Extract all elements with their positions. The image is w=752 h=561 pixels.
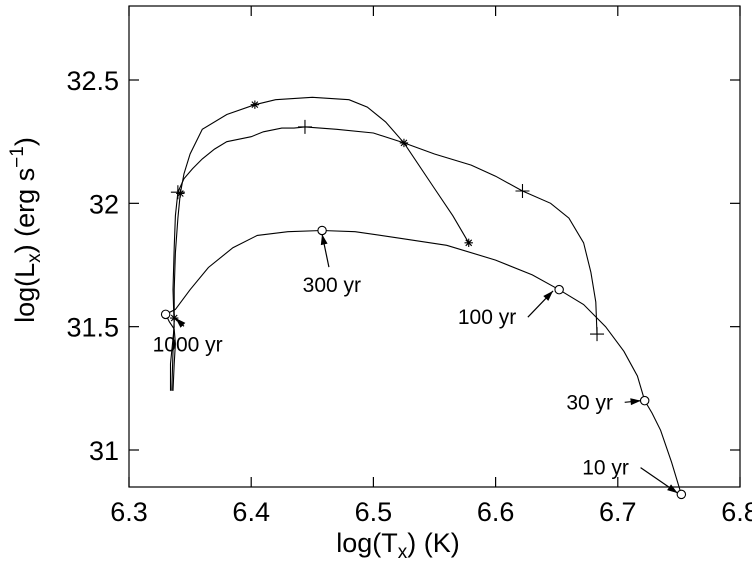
marker-asterisk bbox=[399, 138, 409, 148]
marker-plus bbox=[170, 185, 185, 200]
axis-ticks bbox=[128, 6, 741, 487]
curve-asterisk bbox=[171, 96, 470, 391]
marker-plus bbox=[515, 184, 530, 198]
x-tick-label: 6.6 bbox=[477, 497, 515, 527]
x-tick-label: 6.7 bbox=[599, 497, 637, 527]
y-tick-label: 32 bbox=[89, 189, 119, 219]
x-tick-label: 6.8 bbox=[721, 497, 752, 527]
marker-circle bbox=[317, 225, 327, 236]
x-tick-label: 6.5 bbox=[355, 497, 393, 527]
marker-asterisk bbox=[170, 313, 179, 323]
marker-asterisk bbox=[464, 238, 473, 247]
y-tick-label: 31 bbox=[89, 436, 119, 466]
y-axis-title: log(Lx) (erg s−1) bbox=[7, 137, 45, 323]
annotation-label: 30 yr bbox=[566, 391, 613, 414]
marker-circle bbox=[639, 395, 650, 406]
x-tick-label: 6.3 bbox=[110, 497, 148, 527]
marker-asterisk bbox=[250, 100, 260, 109]
curve-circle bbox=[164, 229, 682, 495]
annotation-label: 100 yr bbox=[458, 306, 516, 329]
marker-asterisk bbox=[176, 189, 185, 198]
markers bbox=[160, 100, 687, 500]
y-tick-label: 31.5 bbox=[66, 313, 119, 343]
marker-circle bbox=[554, 284, 564, 295]
annotation-arrowhead bbox=[320, 234, 328, 246]
x-tick-label: 6.4 bbox=[232, 497, 270, 527]
annotation-label: 10 yr bbox=[582, 457, 629, 480]
plot-frame bbox=[128, 5, 741, 488]
annotation-arrowhead bbox=[667, 484, 678, 494]
annotation-arrowhead bbox=[543, 290, 554, 301]
annotation-arrowhead bbox=[630, 398, 642, 406]
y-tick-label: 32.5 bbox=[66, 66, 119, 96]
annotation-label: 1000 yr bbox=[153, 333, 223, 356]
marker-plus bbox=[590, 327, 605, 342]
marker-circle bbox=[160, 309, 171, 320]
annotation-label: 300 yr bbox=[303, 274, 361, 297]
marker-circle bbox=[676, 489, 687, 500]
annotation-arrowhead bbox=[175, 318, 186, 328]
marker-plus bbox=[297, 119, 312, 134]
curves bbox=[164, 96, 682, 495]
curve-plus bbox=[169, 126, 598, 391]
x-axis-title: log(Tx) (K) bbox=[336, 528, 460, 561]
tick-labels: 6.3 6.4 6.5 6.6 6.7 6.8 31 31.5 32 32.5 bbox=[66, 66, 752, 527]
annotations: 10 yr 30 yr 100 yr 300 yr 1000 yr bbox=[153, 234, 679, 494]
